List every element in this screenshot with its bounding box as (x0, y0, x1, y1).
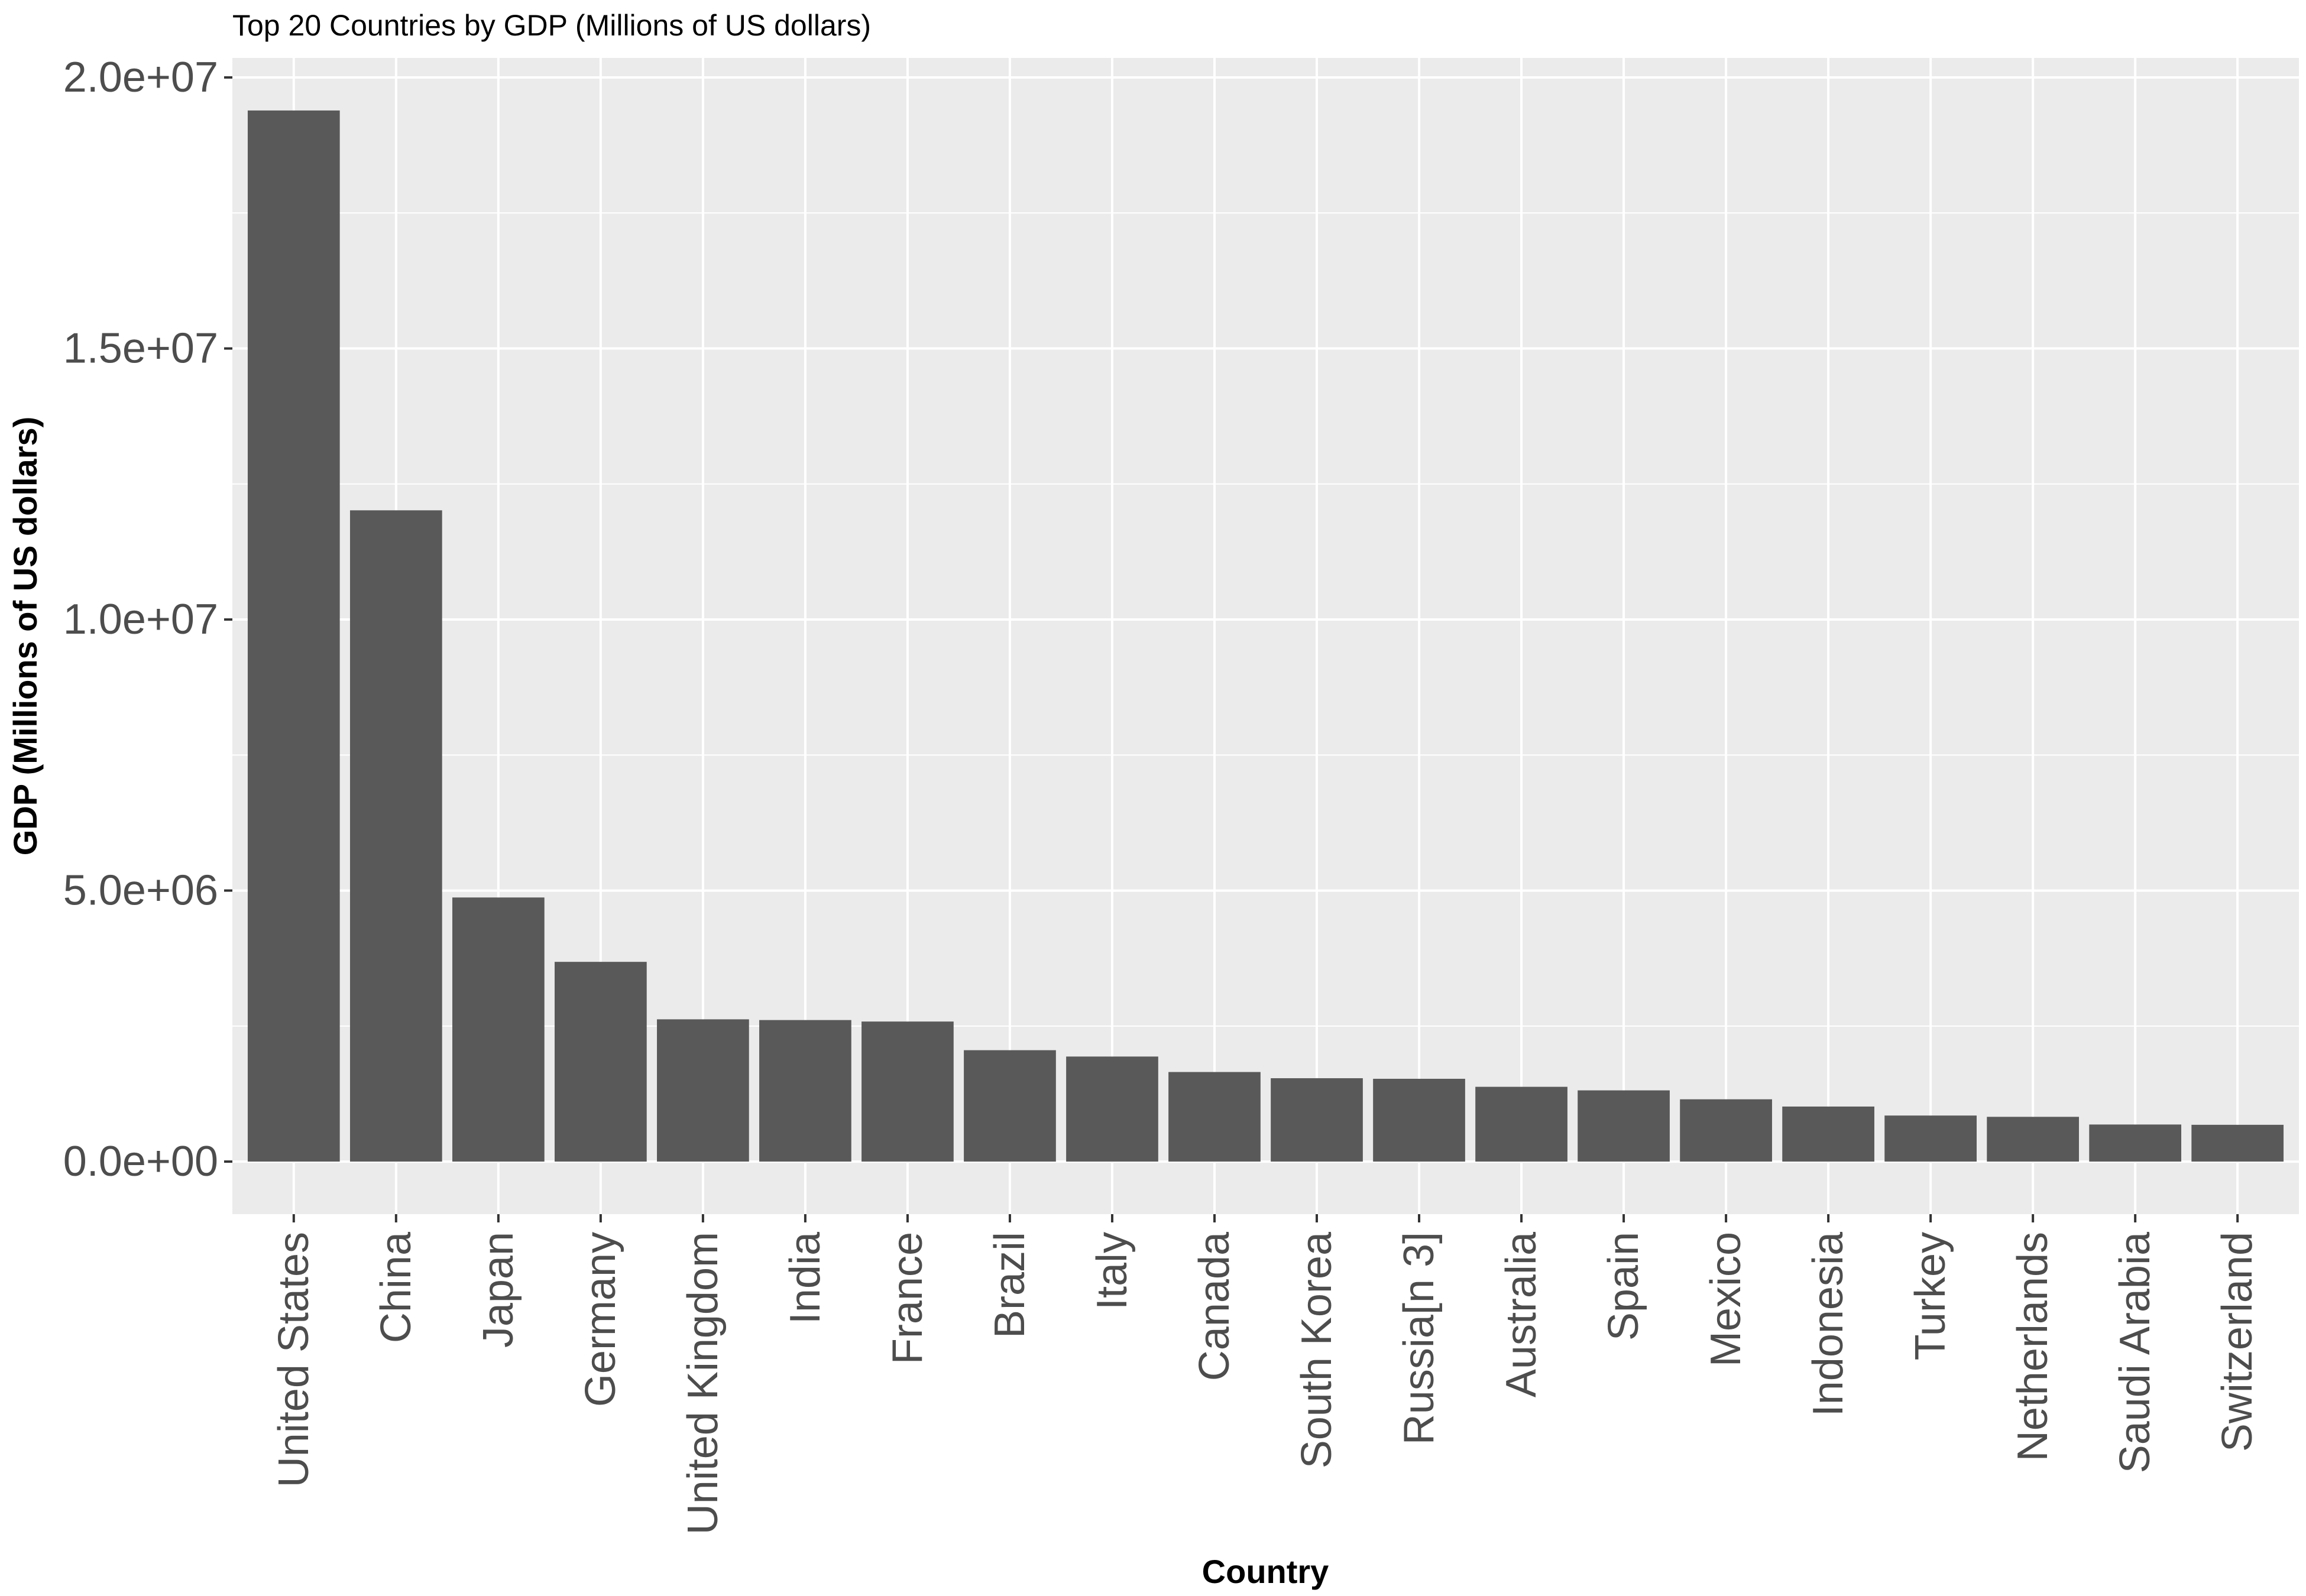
x-tick-label: Indonesia (1805, 1231, 1852, 1416)
bar (1578, 1090, 1670, 1162)
bar (349, 510, 442, 1162)
bar (861, 1021, 954, 1162)
bar (2191, 1124, 2284, 1162)
bar (1475, 1086, 1567, 1162)
bar (1884, 1115, 1977, 1162)
bar (1680, 1099, 1772, 1162)
x-tick-label: Switzerland (2214, 1232, 2261, 1452)
x-tick-label: Netherlands (2009, 1232, 2056, 1461)
bar (1373, 1079, 1465, 1162)
x-tick-label: South Korea (1293, 1231, 1340, 1468)
x-tick-label: Germany (577, 1232, 624, 1407)
bar (964, 1050, 1056, 1162)
y-tick-label: 1.0e+07 (63, 596, 218, 643)
x-tick-label: Mexico (1702, 1232, 1750, 1367)
y-axis-ticks: 0.0e+00 5.0e+06 1.0e+07 1.5e+07 2.0e+07 (63, 54, 232, 1185)
x-tick-label: France (884, 1232, 931, 1364)
y-tick-label: 1.5e+07 (63, 325, 218, 372)
y-axis-label: GDP (Millions of US dollars) (7, 417, 44, 856)
x-axis-label: Country (1202, 1553, 1329, 1590)
x-axis-ticks: United States China Japan Germany United Kin… (270, 1214, 2261, 1535)
x-tick-label: Russia[n 3] (1395, 1232, 1443, 1445)
x-tick-label: United States (270, 1232, 318, 1487)
x-tick-label: Italy (1089, 1232, 1136, 1310)
y-tick-label: 5.0e+06 (63, 867, 218, 914)
x-tick-label: Turkey (1907, 1232, 1954, 1360)
x-tick-label: China (373, 1231, 420, 1343)
bar (1782, 1106, 1874, 1162)
bar (759, 1020, 851, 1162)
x-tick-label: Spain (1600, 1232, 1647, 1341)
bar (555, 962, 647, 1162)
x-tick-label: Australia (1498, 1231, 1545, 1397)
chart-title: Top 20 Countries by GDP (Millions of US … (232, 9, 871, 42)
bar (1271, 1078, 1363, 1162)
y-tick-label: 0.0e+00 (63, 1138, 218, 1185)
x-tick-label: Japan (475, 1232, 522, 1348)
x-tick-label: Canada (1191, 1231, 1238, 1381)
bar (2089, 1124, 2182, 1162)
bar (452, 897, 545, 1162)
x-tick-label: Brazil (986, 1232, 1034, 1338)
x-tick-label: Saudi Arabia (2111, 1231, 2159, 1473)
x-tick-label: India (782, 1231, 829, 1324)
bar (1168, 1072, 1261, 1162)
bar (1066, 1056, 1158, 1162)
bar (1987, 1117, 2080, 1162)
y-tick-label: 2.0e+07 (63, 54, 218, 101)
bars (247, 110, 2284, 1162)
bar (247, 110, 340, 1162)
x-tick-label: United Kingdom (679, 1232, 727, 1535)
bar (657, 1019, 749, 1162)
